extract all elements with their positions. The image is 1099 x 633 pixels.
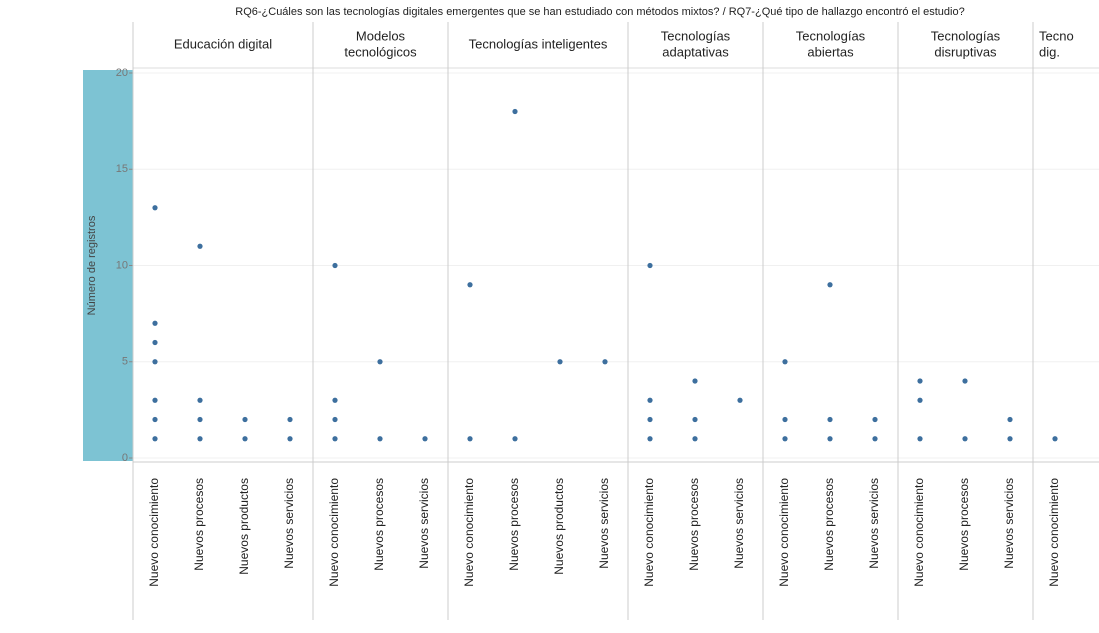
x-tick-label: Nuevos servicios (1002, 478, 1016, 569)
panel-header: Tecnologías inteligentes (469, 36, 608, 51)
x-tick-label: Nuevos servicios (282, 478, 296, 569)
point (287, 416, 293, 423)
point (152, 359, 158, 365)
point (197, 243, 203, 249)
point (962, 436, 968, 442)
point (827, 282, 833, 288)
point (917, 378, 923, 384)
y-axis-band (83, 70, 133, 461)
point (467, 436, 473, 442)
point (422, 436, 428, 442)
x-tick-label: Nuevos procesos (372, 478, 386, 571)
point (1052, 436, 1058, 442)
x-tick-label: Nuevos servicios (732, 478, 746, 569)
x-tick-label: Nuevo conocimiento (327, 478, 341, 587)
point (467, 282, 473, 288)
panel-header: disruptivas (934, 44, 997, 59)
point (647, 416, 653, 423)
panel-header: Tecnologías (661, 28, 731, 43)
y-tick-label: 15 (116, 163, 128, 175)
point (1007, 436, 1013, 442)
x-tick-label: Nuevo conocimiento (462, 478, 476, 587)
panel-header: Tecnologías (796, 28, 866, 43)
panel-header: abiertas (807, 44, 854, 59)
point (782, 359, 788, 365)
x-tick-label: Nuevo conocimiento (1047, 478, 1061, 587)
point (512, 108, 518, 115)
point (872, 416, 878, 423)
point (152, 416, 158, 423)
point (332, 262, 338, 269)
panel-header: Tecnologías (931, 28, 1001, 43)
point (692, 436, 698, 442)
point (692, 378, 698, 384)
x-tick-label: Nuevos productos (237, 478, 251, 575)
point (152, 320, 158, 326)
point (197, 416, 203, 423)
point (917, 397, 923, 403)
point (602, 359, 608, 365)
point (647, 262, 653, 269)
chart-title: RQ6-¿Cuáles son las tecnologías digitale… (235, 6, 964, 18)
x-tick-label: Nuevos productos (552, 478, 566, 575)
point (332, 436, 338, 442)
x-tick-label: Nuevos servicios (597, 478, 611, 569)
point (197, 436, 203, 442)
point (152, 397, 158, 403)
point (917, 436, 923, 442)
panel-header: adaptativas (662, 44, 729, 59)
point (557, 359, 563, 365)
panel-header: dig. (1039, 44, 1060, 59)
point (152, 205, 158, 211)
x-tick-label: Nuevos servicios (417, 478, 431, 569)
point (332, 397, 338, 403)
point (287, 436, 293, 442)
y-tick-label: 20 (116, 67, 128, 79)
point (827, 416, 833, 423)
point (737, 397, 743, 403)
point (242, 416, 248, 423)
point (1007, 416, 1013, 423)
point (377, 359, 383, 365)
point (242, 436, 248, 442)
point (377, 436, 383, 442)
point (512, 436, 518, 442)
y-tick-label: 0 (122, 452, 128, 464)
x-tick-label: Nuevo conocimiento (912, 478, 926, 587)
point (782, 416, 788, 423)
point (152, 339, 158, 346)
y-axis-label: Número de registros (86, 215, 98, 315)
point (872, 436, 878, 442)
panel-header: tecnológicos (344, 44, 417, 59)
panel-header: Modelos (356, 28, 406, 43)
x-tick-label: Nuevos procesos (957, 478, 971, 571)
x-tick-label: Nuevos procesos (192, 478, 206, 571)
point (332, 416, 338, 423)
panel-header: Tecno (1039, 28, 1074, 43)
point (647, 436, 653, 442)
point (647, 397, 653, 403)
x-tick-label: Nuevo conocimiento (777, 478, 791, 587)
point (962, 378, 968, 384)
point (197, 397, 203, 403)
x-tick-label: Nuevos procesos (687, 478, 701, 571)
x-tick-label: Nuevos procesos (507, 478, 521, 571)
x-tick-label: Nuevo conocimiento (642, 478, 656, 587)
x-tick-label: Nuevo conocimiento (147, 478, 161, 587)
point (692, 416, 698, 423)
y-tick-label: 5 (122, 356, 128, 368)
point (827, 436, 833, 442)
point (782, 436, 788, 442)
y-tick-label: 10 (116, 259, 128, 271)
panel-header: Educación digital (174, 36, 272, 51)
point (152, 436, 158, 442)
x-tick-label: Nuevos procesos (822, 478, 836, 571)
x-tick-label: Nuevos servicios (867, 478, 881, 569)
